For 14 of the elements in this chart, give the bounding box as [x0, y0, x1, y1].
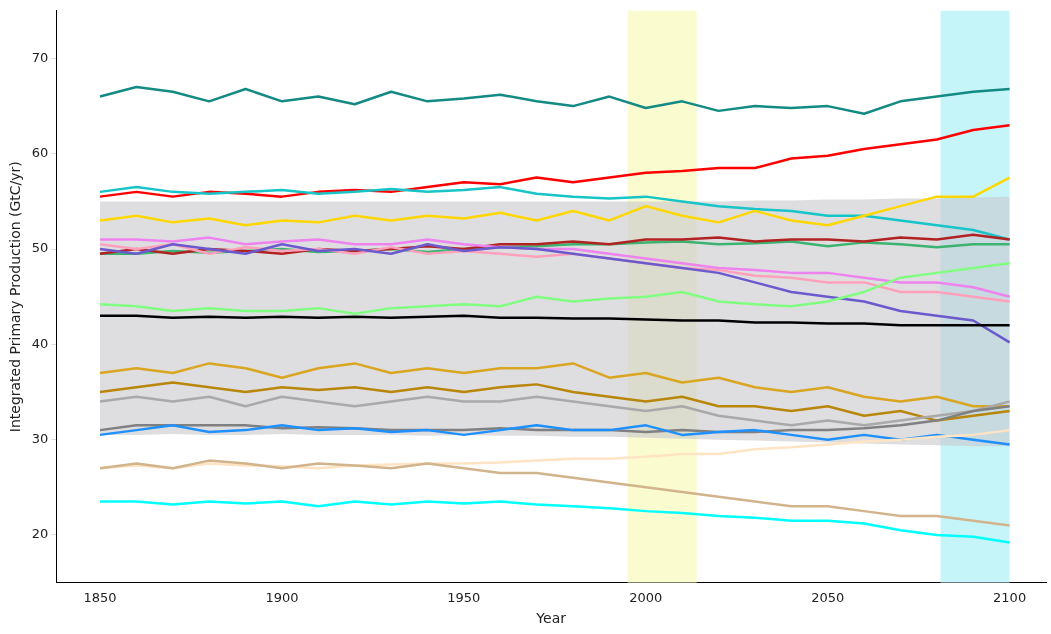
y-tick-label: 30 [31, 431, 49, 447]
x-tick-label: 1850 [83, 589, 117, 605]
y-tick-label: 60 [31, 145, 49, 161]
y-axis-title: Integrated Primary Production (GtC/yr) [7, 161, 24, 433]
x-tick-label: 1950 [447, 589, 481, 605]
x-tick-label: 2050 [811, 589, 845, 605]
x-tick-label: 2000 [629, 589, 663, 605]
y-tick-label: 70 [31, 49, 49, 65]
x-axis-title: Year [535, 610, 567, 627]
y-tick-label: 40 [31, 335, 49, 351]
x-tick-label: 2100 [993, 589, 1027, 605]
y-tick-label: 50 [31, 240, 49, 256]
x-tick-label: 1900 [265, 589, 299, 605]
y-tick-label: 20 [31, 526, 49, 542]
